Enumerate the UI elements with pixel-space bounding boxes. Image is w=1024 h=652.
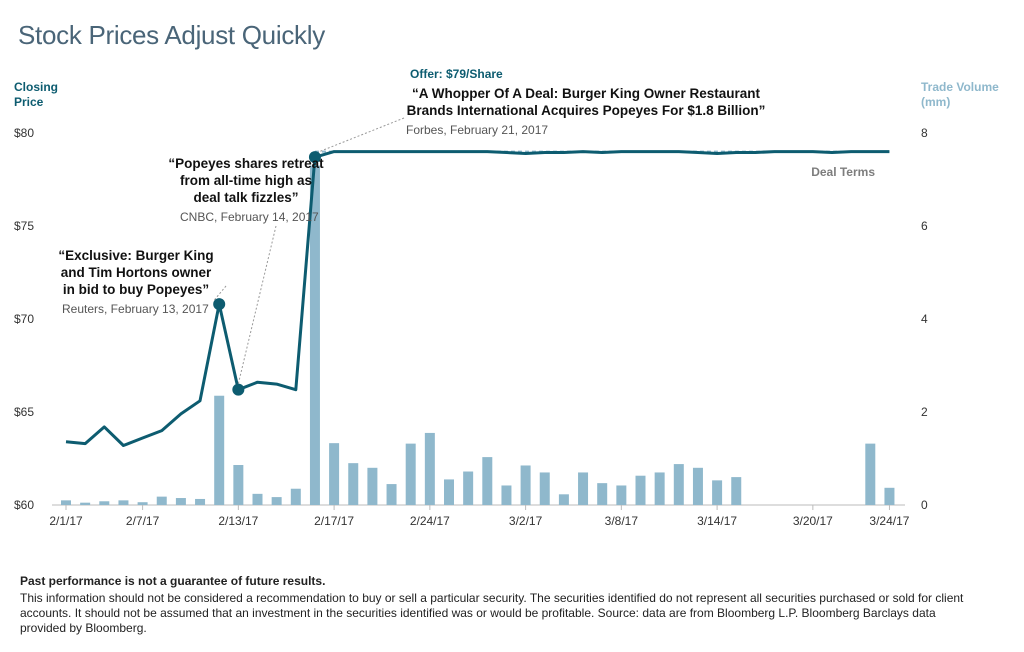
volume-bar — [329, 443, 340, 505]
right-axis-title-line2: (mm) — [921, 95, 951, 109]
volume-bar — [597, 483, 608, 505]
right-tick-label: 8 — [921, 126, 928, 140]
forbes-source: Forbes, February 21, 2017 — [406, 123, 548, 137]
volume-bar — [367, 467, 378, 505]
cnbc-leader — [237, 225, 277, 384]
left-tick-label: $60 — [14, 498, 34, 512]
left-tick-label: $75 — [14, 219, 34, 233]
reuters-leader — [213, 285, 227, 301]
x-tick-label: 2/13/17 — [218, 514, 258, 528]
right-axis-title-line1: Trade Volume — [921, 80, 999, 94]
volume-bar — [61, 500, 71, 505]
volume-bar — [386, 484, 397, 505]
volume-bar — [137, 502, 148, 505]
left-tick-label: $65 — [14, 405, 34, 419]
volume-bar — [865, 443, 876, 505]
page-title: Stock Prices Adjust Quickly — [18, 20, 325, 50]
left-axis-title: Closing Price — [14, 80, 58, 110]
volume-bar — [118, 500, 129, 505]
volume-bar — [175, 498, 186, 505]
x-tick-label: 3/14/17 — [697, 514, 737, 528]
volume-bar — [233, 465, 244, 505]
x-tick-label: 3/8/17 — [605, 514, 639, 528]
cnbc-headline: from all-time high as — [180, 173, 312, 188]
volume-bar — [616, 485, 627, 505]
x-tick-label: 3/24/17 — [869, 514, 909, 528]
left-axis-title-line1: Closing — [14, 80, 58, 94]
volume-bar — [214, 395, 225, 505]
volume-bar — [482, 457, 493, 505]
volume-bar — [156, 496, 167, 505]
volume-bar — [463, 471, 474, 505]
volume-bar — [635, 475, 646, 505]
forbes-leader — [317, 117, 405, 153]
right-axis-title: Trade Volume (mm) — [921, 80, 999, 110]
annotation-marker — [213, 298, 226, 311]
reuters-source: Reuters, February 13, 2017 — [62, 302, 209, 316]
annotation-marker — [232, 383, 245, 396]
left-tick-label: $70 — [14, 312, 34, 326]
forbes-headline: “A Whopper Of A Deal: Burger King Owner … — [412, 86, 761, 101]
footer: Past performance is not a guarantee of f… — [20, 574, 980, 636]
right-tick-label: 2 — [921, 405, 928, 419]
left-axis-title-line2: Price — [14, 95, 44, 109]
volume-bar — [520, 465, 531, 505]
right-tick-label: 0 — [921, 498, 928, 512]
volume-bar — [99, 501, 110, 505]
x-tick-label: 3/2/17 — [509, 514, 543, 528]
volume-bar — [309, 165, 320, 506]
volume-bar — [195, 498, 206, 505]
left-tick-label: $80 — [14, 126, 34, 140]
volume-bar — [424, 432, 435, 505]
volume-bar — [692, 467, 703, 505]
volume-bar — [444, 479, 454, 505]
reuters-headline: and Tim Hortons owner — [61, 265, 212, 280]
volume-bar — [654, 472, 665, 505]
annotation-marker — [308, 151, 321, 164]
cnbc-headline: deal talk fizzles” — [193, 190, 298, 205]
offer-label: Offer: $79/Share — [410, 67, 503, 81]
x-tick-label: 2/1/17 — [49, 514, 83, 528]
disclaimer-bold: Past performance is not a guarantee of f… — [20, 574, 326, 588]
volume-bar — [348, 463, 359, 505]
volume-bar — [731, 477, 742, 505]
disclaimer-text: This information should not be considere… — [20, 591, 964, 635]
reuters-headline: “Exclusive: Burger King — [58, 248, 213, 263]
volume-bar — [252, 493, 263, 505]
forbes-headline: Brands International Acquires Popeyes Fo… — [407, 103, 766, 118]
price-line — [65, 150, 890, 447]
x-tick-label: 2/17/17 — [314, 514, 354, 528]
volume-bar — [501, 485, 512, 505]
x-tick-label: 2/24/17 — [410, 514, 450, 528]
x-tick-label: 3/20/17 — [793, 514, 833, 528]
volume-bar — [673, 464, 684, 505]
volume-bar — [578, 472, 589, 505]
right-tick-label: 6 — [921, 219, 928, 233]
volume-bar — [405, 443, 416, 505]
volume-bar — [80, 502, 91, 505]
cnbc-headline: “Popeyes shares retreat — [168, 156, 324, 171]
x-tick-label: 2/7/17 — [126, 514, 160, 528]
cnbc-source: CNBC, February 14, 2017 — [180, 210, 319, 224]
right-tick-label: 4 — [921, 312, 928, 326]
volume-bar — [558, 494, 569, 505]
volume-bar — [271, 497, 282, 505]
deal-terms-label: Deal Terms — [811, 165, 875, 179]
volume-bar — [539, 472, 550, 505]
volume-bar — [884, 487, 895, 505]
volume-bar — [712, 480, 723, 505]
reuters-headline: in bid to buy Popeyes” — [63, 282, 209, 297]
volume-bar — [290, 488, 301, 505]
